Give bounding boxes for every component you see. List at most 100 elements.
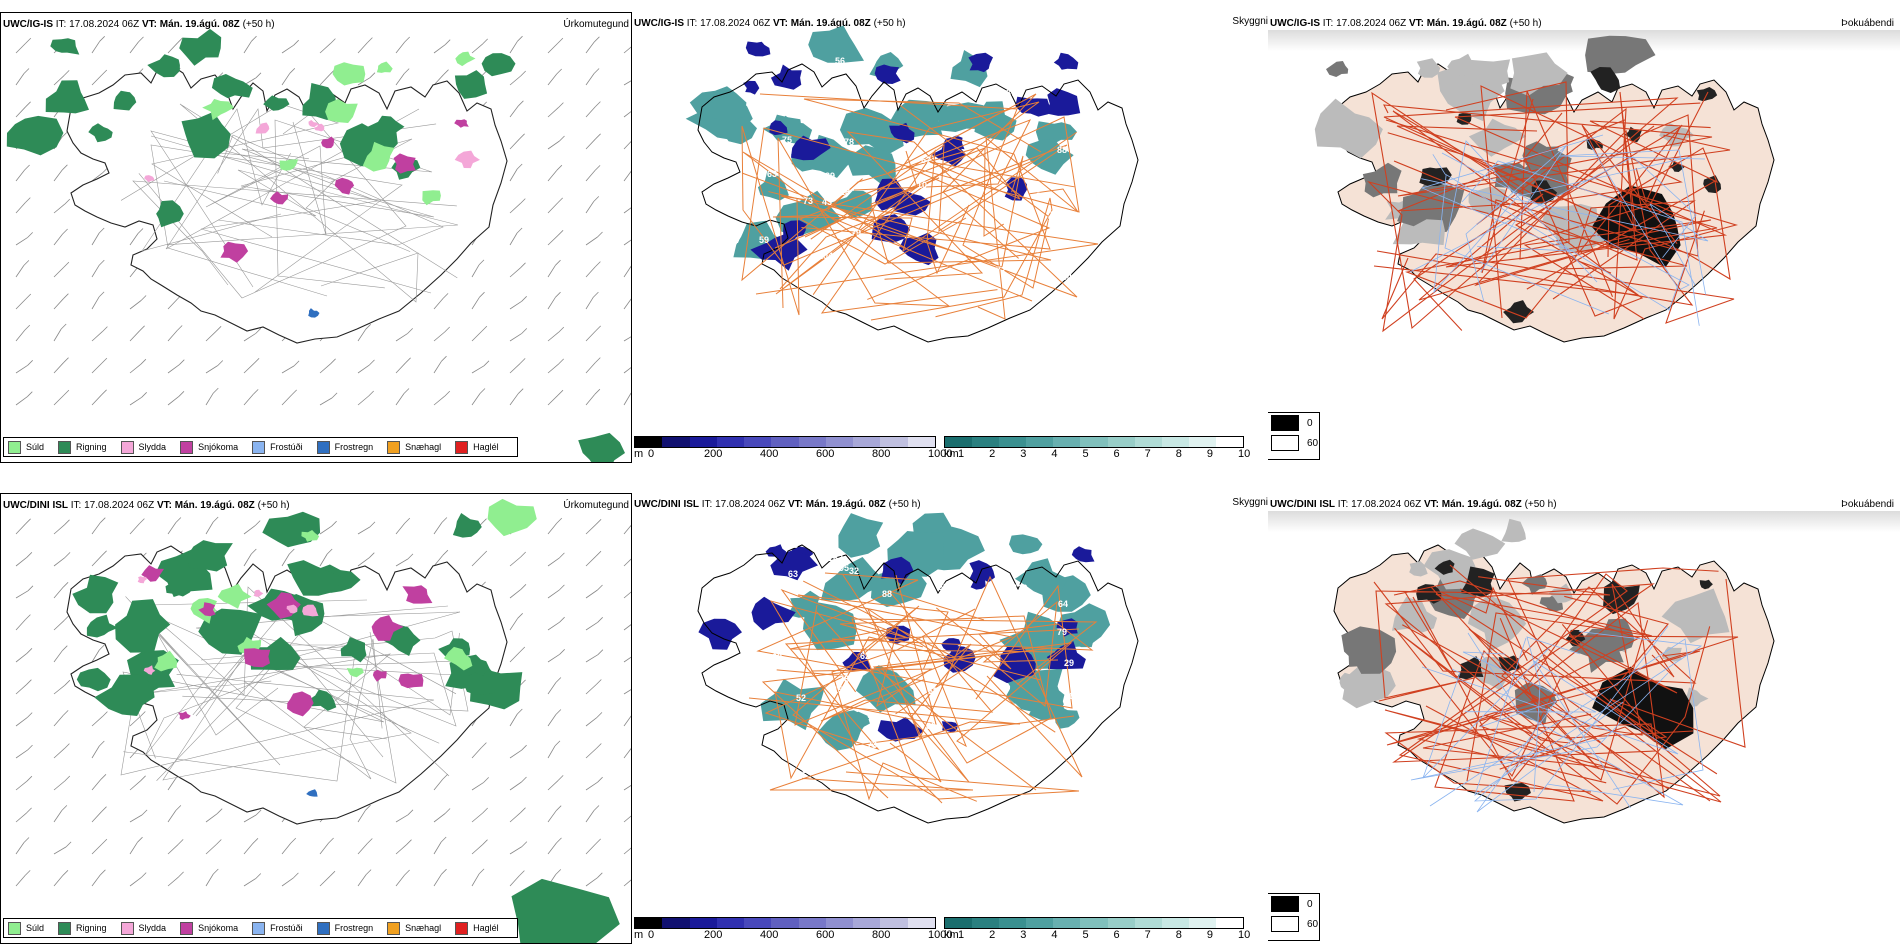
colorbar-tick: 400: [760, 929, 779, 941]
legend-item-6: Snæhagl: [387, 921, 441, 935]
drizzle-area: [444, 646, 473, 671]
colorbar-tick: 1: [958, 448, 965, 460]
rain-area: [481, 53, 516, 77]
colorbar-tick: 4: [1051, 448, 1058, 460]
precip-type-map: [15, 498, 631, 943]
colorbar-tick: 2: [989, 448, 996, 460]
legend-swatch: [252, 921, 266, 935]
colorbar-step: [798, 437, 826, 447]
legend-swatch: [8, 440, 21, 454]
sleet-area: [308, 120, 319, 128]
visibility-value-label: 72: [996, 265, 1006, 275]
fog-shade-area: [1585, 35, 1656, 74]
freezing-rain-area: [308, 308, 320, 318]
rain-area: [340, 637, 367, 663]
fog-dense-area: [1457, 656, 1484, 680]
rain-area: [454, 70, 488, 99]
colorbar-step: [744, 918, 772, 928]
colorbar-unit: m: [634, 448, 644, 460]
fog-title: Þokuábendi: [1841, 18, 1894, 29]
colorbar-step: [825, 918, 854, 928]
rain-area: [511, 878, 620, 943]
colorbar-tick: 1000: [928, 448, 953, 460]
legend-swatch: [455, 921, 469, 935]
fog-shade-area: [1468, 118, 1527, 157]
fog-shade-area: [1362, 162, 1402, 198]
colorbar-tick: 0: [648, 929, 655, 941]
visibility-value-label: 56: [835, 56, 845, 66]
colorbar-tick: 8: [1175, 929, 1182, 941]
colorbar-tick: 8: [1175, 448, 1182, 460]
legend-swatch: [316, 440, 330, 454]
sleet-area: [454, 150, 480, 169]
height-colorbar: [634, 917, 936, 929]
colorbar-tick: 400: [760, 448, 779, 460]
precip-legend: Súld Rigning Slydda Snjókoma Frostúði Frostre…: [3, 437, 518, 457]
snow-area: [398, 673, 424, 689]
fog-legend: 0 60: [1268, 412, 1320, 460]
colorbar-step: [771, 437, 799, 447]
legend-label: Snæhagl: [405, 442, 442, 452]
colorbar-tick: 800: [872, 448, 891, 460]
fog-shade-area: [1468, 186, 1508, 215]
visibility-value-label: 81: [733, 684, 743, 694]
snow-area: [454, 119, 469, 128]
snow-area: [372, 669, 387, 682]
colorbar-step: [1026, 918, 1054, 928]
precip-type-panel-row1: UWC/IG-IS IT: 17.08.2024 06Z VT: Mán. 19…: [0, 12, 632, 463]
legend-item-6: Snæhagl: [387, 440, 442, 454]
visibility-mid-area: [938, 102, 990, 132]
drizzle-area: [376, 61, 393, 73]
visibility-low-area: [877, 717, 924, 742]
sleet-area: [286, 604, 298, 614]
colorbar-step: [635, 918, 663, 928]
fog-legend: 0 60: [1268, 893, 1320, 941]
colorbar-step: [999, 918, 1027, 928]
visibility-value-label: 88: [882, 589, 892, 599]
visibility-low-area: [765, 544, 787, 560]
visibility-low-area: [968, 52, 993, 73]
colorbar-step: [945, 437, 973, 447]
colorbar-unit: km: [944, 448, 959, 460]
snow-area: [393, 153, 416, 174]
visibility-value-label: 64: [1058, 599, 1068, 609]
legend-item-3: Snjókoma: [180, 921, 238, 935]
rain-area: [147, 54, 180, 78]
rain-area: [179, 28, 222, 66]
visibility-low-area: [750, 233, 808, 271]
legend-item-4: Frostúði: [252, 440, 303, 454]
legend-label: Súld: [26, 923, 45, 933]
colorbar-tick: 200: [704, 448, 723, 460]
fog-shade-area: [1392, 597, 1438, 633]
panel-title: UWC/IG-IS IT: 17.08.2024 06Z VT: Mán. 19…: [1270, 18, 1542, 29]
rain-area: [308, 689, 337, 711]
visibility-panel-row2: UWC/DINI ISL IT: 17.08.2024 06Z VT: Mán.…: [632, 493, 1268, 944]
visibility-low-area: [889, 122, 915, 144]
visibility-low-area: [781, 550, 798, 566]
colorbar-step: [1053, 918, 1081, 928]
visibility-panel-row1: UWC/IG-IS IT: 17.08.2024 06Z VT: Mán. 19…: [632, 12, 1268, 463]
snow-area: [371, 615, 404, 641]
fog-swatch-0: [1271, 415, 1299, 431]
snow-area: [198, 602, 216, 617]
rain-area: [262, 511, 321, 548]
visibility-value-label: 60: [802, 765, 812, 775]
visibility-value-label: 62: [860, 651, 870, 661]
visibility-title: Skyggni: [1232, 16, 1268, 27]
legend-swatch: [387, 440, 401, 454]
fog-shade-area: [1501, 518, 1526, 543]
legend-label: Slydda: [138, 442, 167, 452]
visibility-value-label: 73: [867, 740, 877, 750]
sleet-area: [137, 576, 147, 584]
visibility-value-label: 163: [828, 553, 843, 563]
colorbar-tick: 2: [989, 929, 996, 941]
coastline: [697, 63, 1139, 343]
snow-area: [321, 136, 335, 149]
colorbar-tick: 7: [1144, 448, 1151, 460]
rain-area: [45, 80, 89, 114]
visibility-value-label: 24: [729, 235, 739, 245]
visibility-low-area: [1071, 546, 1095, 563]
visibility-value-label: 121: [1027, 759, 1042, 769]
visibility-value-label: 59: [759, 235, 769, 245]
legend-item-0: Súld: [8, 440, 44, 454]
